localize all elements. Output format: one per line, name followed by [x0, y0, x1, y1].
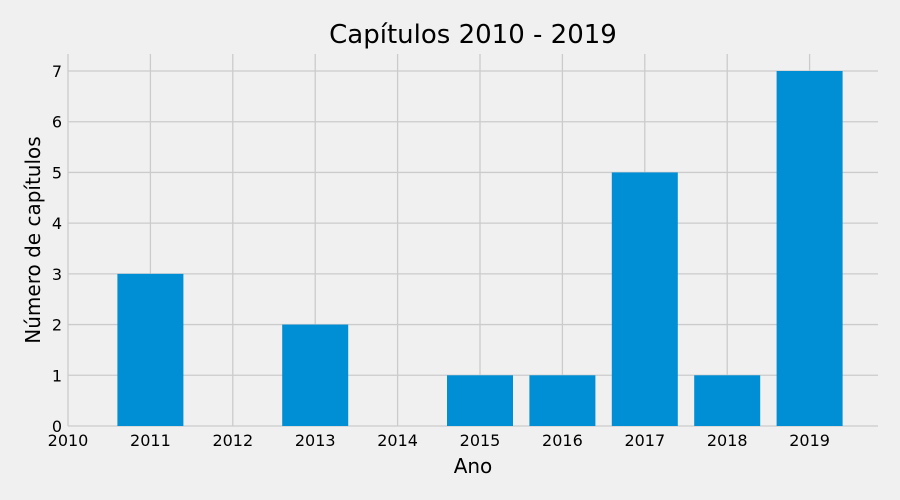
- y-tick-label: 7: [52, 62, 62, 81]
- x-tick-label: 2010: [48, 431, 89, 450]
- y-tick-label: 4: [52, 214, 62, 233]
- y-tick-label: 5: [52, 163, 62, 182]
- bars: [117, 71, 843, 426]
- y-tick-label: 6: [52, 113, 62, 132]
- x-tick-label: 2018: [707, 431, 748, 450]
- bar-2011: [117, 273, 184, 426]
- x-tick-label: 2015: [460, 431, 501, 450]
- y-tick-label: 2: [52, 316, 62, 335]
- x-tick-label: 2017: [624, 431, 665, 450]
- x-tick-labels: 2010 2011 2012 2013 2014 2015 2016 2017 2018 2019: [48, 431, 830, 450]
- bar-2017: [611, 172, 678, 426]
- x-tick-label: 2013: [295, 431, 336, 450]
- x-tick-label: 2011: [130, 431, 171, 450]
- bar-2015: [447, 375, 513, 426]
- x-axis-label: Ano: [454, 454, 493, 478]
- chart-title: Capítulos 2010 - 2019: [329, 20, 617, 50]
- x-tick-label: 2012: [212, 431, 253, 450]
- grid: [67, 54, 878, 427]
- bar-2019: [776, 71, 843, 426]
- y-tick-labels: 0 1 2 3 4 5 6 7: [52, 62, 62, 436]
- bar-2013: [282, 324, 349, 426]
- y-tick-label: 0: [52, 417, 62, 436]
- x-tick-label: 2014: [377, 431, 418, 450]
- x-tick-label: 2016: [542, 431, 583, 450]
- bar-2018: [694, 375, 761, 426]
- y-axis-label: Número de capítulos: [21, 136, 45, 343]
- y-tick-label: 3: [52, 265, 62, 284]
- bar-2016: [529, 375, 596, 426]
- y-tick-label: 1: [52, 366, 62, 385]
- x-tick-label: 2019: [789, 431, 830, 450]
